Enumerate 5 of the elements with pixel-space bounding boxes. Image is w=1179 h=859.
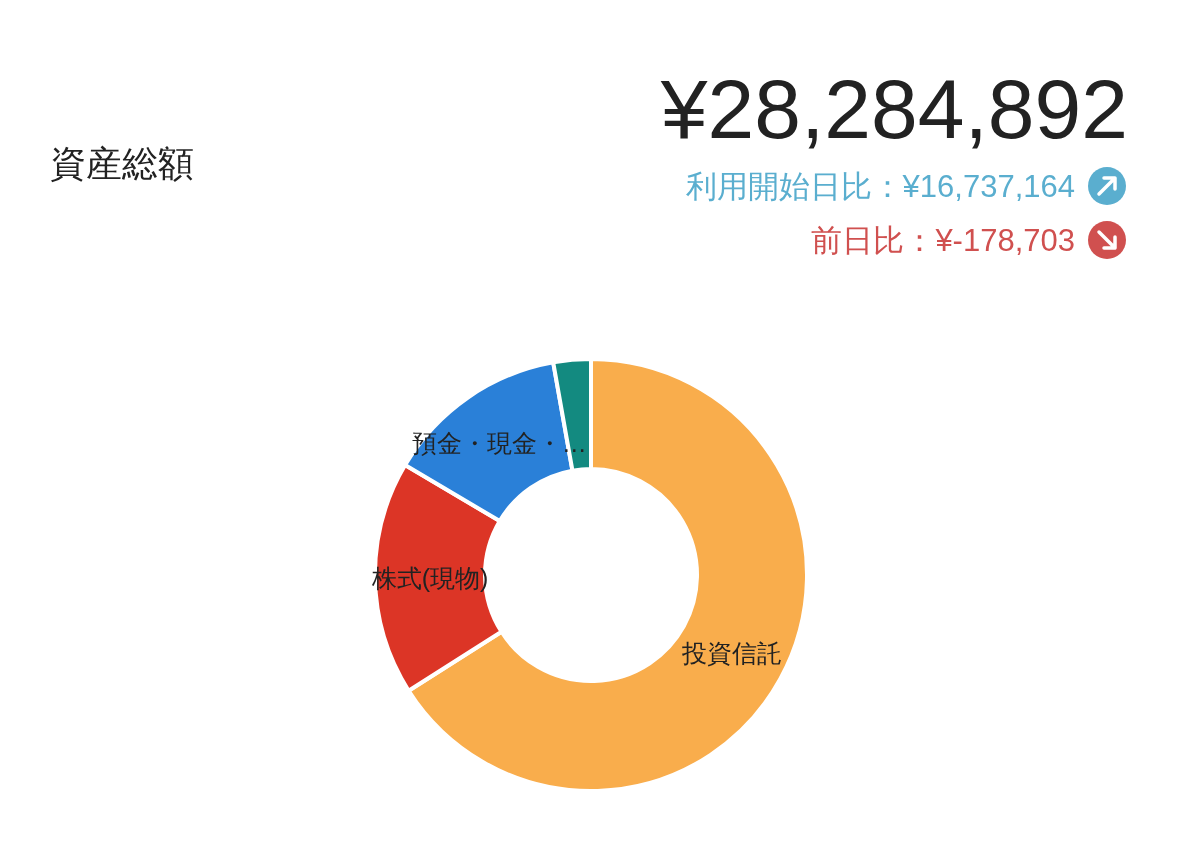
text: 利用開始日比：¥16,737,164 (685, 169, 1075, 204)
text: 前日比：¥-178,703 (811, 223, 1075, 258)
chart-title: 資産総額 (50, 143, 194, 184)
chart-subtitle: ¥28,284,892 (659, 62, 1128, 156)
slice-label: 投資信託 (681, 638, 783, 667)
